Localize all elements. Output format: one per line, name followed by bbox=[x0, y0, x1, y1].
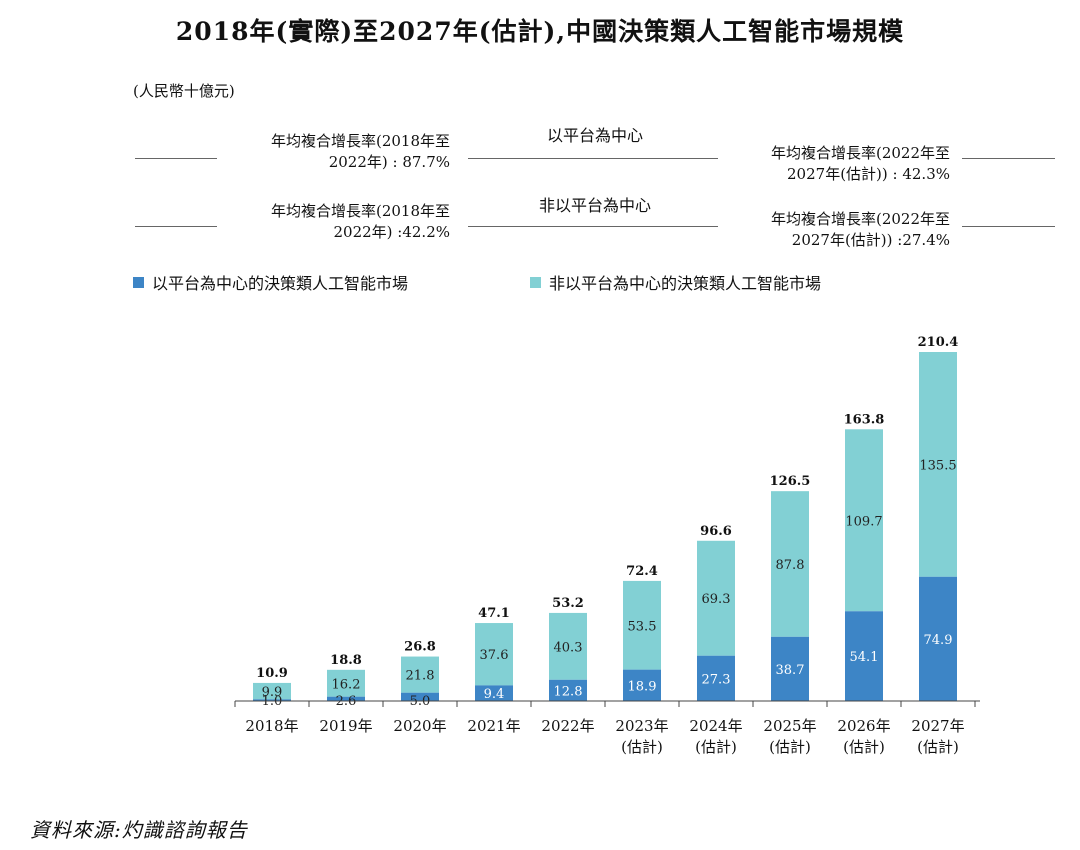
bar-platform-1 bbox=[327, 696, 365, 701]
data-label-non-platform-6: 69.3 bbox=[702, 592, 731, 607]
cagr-nonplatform-2018-2022: 年均複合增長率(2018年至 2022年) :42.2% bbox=[270, 202, 450, 241]
cagr-nonplatform-2022-2027: 年均複合增長率(2022年至 2027年(估計)) :27.4% bbox=[770, 210, 950, 249]
x-tick-label-6-1: (估計) bbox=[695, 738, 737, 756]
label-non-platform-centric: 非以平台為中心 bbox=[538, 196, 651, 215]
bar-platform-7 bbox=[771, 636, 809, 701]
data-label-non-platform-4: 40.3 bbox=[554, 640, 583, 655]
x-tick-label-0-0: 2018年 bbox=[245, 717, 298, 735]
x-tick-label-9-0: 2027年 bbox=[911, 717, 964, 735]
bar-platform-2 bbox=[401, 692, 439, 701]
bar-non-platform-7 bbox=[771, 491, 809, 637]
data-label-total-1: 18.8 bbox=[330, 653, 362, 668]
legend-swatch-platform bbox=[133, 276, 144, 288]
data-label-non-platform-7: 87.8 bbox=[776, 558, 805, 573]
data-label-platform-9: 74.9 bbox=[924, 633, 953, 648]
x-tick-label-7-0: 2025年 bbox=[763, 717, 816, 735]
legend-item-platform: 以平台為中心的決策類人工智能市場 bbox=[133, 270, 408, 294]
x-tick-label-9-1: (估計) bbox=[917, 738, 959, 756]
x-tick-label-5-0: 2023年 bbox=[615, 717, 668, 735]
data-label-total-3: 47.1 bbox=[478, 606, 510, 621]
data-label-total-0: 10.9 bbox=[256, 666, 288, 681]
bar-platform-6 bbox=[697, 655, 735, 701]
data-label-platform-4: 12.8 bbox=[554, 684, 583, 699]
bar-platform-5 bbox=[623, 669, 661, 701]
rule-mid-1 bbox=[468, 158, 718, 159]
legend-label-platform: 以平台為中心的決策類人工智能市場 bbox=[152, 274, 409, 293]
data-label-total-9: 210.4 bbox=[918, 335, 959, 350]
data-label-non-platform-9: 135.5 bbox=[919, 458, 956, 473]
x-tick-label-8-0: 2026年 bbox=[837, 717, 890, 735]
bar-non-platform-0 bbox=[253, 682, 291, 700]
bar-non-platform-8 bbox=[845, 429, 883, 612]
source-note: 資料來源:灼識諮詢報告 bbox=[30, 818, 248, 842]
data-label-non-platform-0: 9.9 bbox=[262, 685, 283, 700]
x-tick-label-3-0: 2021年 bbox=[467, 717, 520, 735]
rule-left-2 bbox=[135, 226, 217, 227]
rule-mid-2 bbox=[468, 226, 718, 227]
cagr-platform-2018-2022: 年均複合增長率(2018年至 2022年) : 87.7% bbox=[270, 132, 450, 171]
bar-non-platform-5 bbox=[623, 580, 661, 670]
bar-platform-3 bbox=[475, 685, 513, 701]
data-label-platform-8: 54.1 bbox=[850, 650, 879, 665]
bar-platform-4 bbox=[549, 679, 587, 701]
legend-item-non-platform: 非以平台為中心的決策類人工智能市場 bbox=[530, 270, 821, 294]
x-tick-label-4-0: 2022年 bbox=[541, 717, 594, 735]
bar-non-platform-4 bbox=[549, 612, 587, 680]
bar-non-platform-2 bbox=[401, 656, 439, 693]
data-label-platform-3: 9.4 bbox=[484, 687, 505, 702]
data-label-total-5: 72.4 bbox=[626, 564, 658, 579]
label-platform-centric: 以平台為中心 bbox=[546, 126, 643, 145]
data-label-non-platform-8: 109.7 bbox=[845, 514, 882, 529]
data-label-non-platform-5: 53.5 bbox=[628, 619, 657, 634]
rule-left-1 bbox=[135, 158, 217, 159]
data-label-total-4: 53.2 bbox=[552, 596, 584, 611]
bar-non-platform-1 bbox=[327, 669, 365, 697]
data-label-total-2: 26.8 bbox=[404, 640, 436, 655]
legend-swatch-non-platform bbox=[530, 276, 541, 288]
rule-right-2 bbox=[962, 226, 1055, 227]
unit-label: (人民幣十億元) bbox=[133, 82, 235, 100]
data-label-platform-5: 18.9 bbox=[628, 679, 657, 694]
bar-platform-9 bbox=[919, 576, 957, 701]
data-label-total-6: 96.6 bbox=[700, 524, 732, 539]
data-label-total-8: 163.8 bbox=[844, 412, 885, 427]
x-tick-label-5-1: (估計) bbox=[621, 738, 663, 756]
bar-non-platform-3 bbox=[475, 623, 513, 686]
page-title: 2018年(實際)至2027年(估計),中國決策類人工智能市場規模 bbox=[175, 17, 905, 46]
data-label-platform-6: 27.3 bbox=[702, 672, 731, 687]
x-tick-label-8-1: (估計) bbox=[843, 738, 885, 756]
rule-right-1 bbox=[962, 158, 1055, 159]
data-label-non-platform-1: 16.2 bbox=[332, 677, 361, 692]
bar-platform-8 bbox=[845, 611, 883, 701]
x-tick-label-7-1: (估計) bbox=[769, 738, 811, 756]
bar-chart: 1.09.910.92018年2.616.218.82019年5.021.826… bbox=[234, 335, 980, 756]
bar-non-platform-6 bbox=[697, 540, 735, 656]
data-label-total-7: 126.5 bbox=[770, 474, 811, 489]
cagr-platform-2022-2027: 年均複合增長率(2022年至 2027年(估計)) : 42.3% bbox=[770, 144, 950, 183]
data-label-platform-7: 38.7 bbox=[776, 663, 805, 678]
bar-non-platform-9 bbox=[919, 352, 957, 577]
bar-platform-0 bbox=[253, 699, 291, 701]
x-tick-label-1-0: 2019年 bbox=[319, 717, 372, 735]
legend-label-non-platform: 非以平台為中心的決策類人工智能市場 bbox=[549, 274, 822, 293]
data-label-non-platform-3: 37.6 bbox=[480, 648, 509, 663]
x-tick-label-6-0: 2024年 bbox=[689, 717, 742, 735]
data-label-non-platform-2: 21.8 bbox=[406, 669, 435, 684]
x-tick-label-2-0: 2020年 bbox=[393, 717, 446, 735]
